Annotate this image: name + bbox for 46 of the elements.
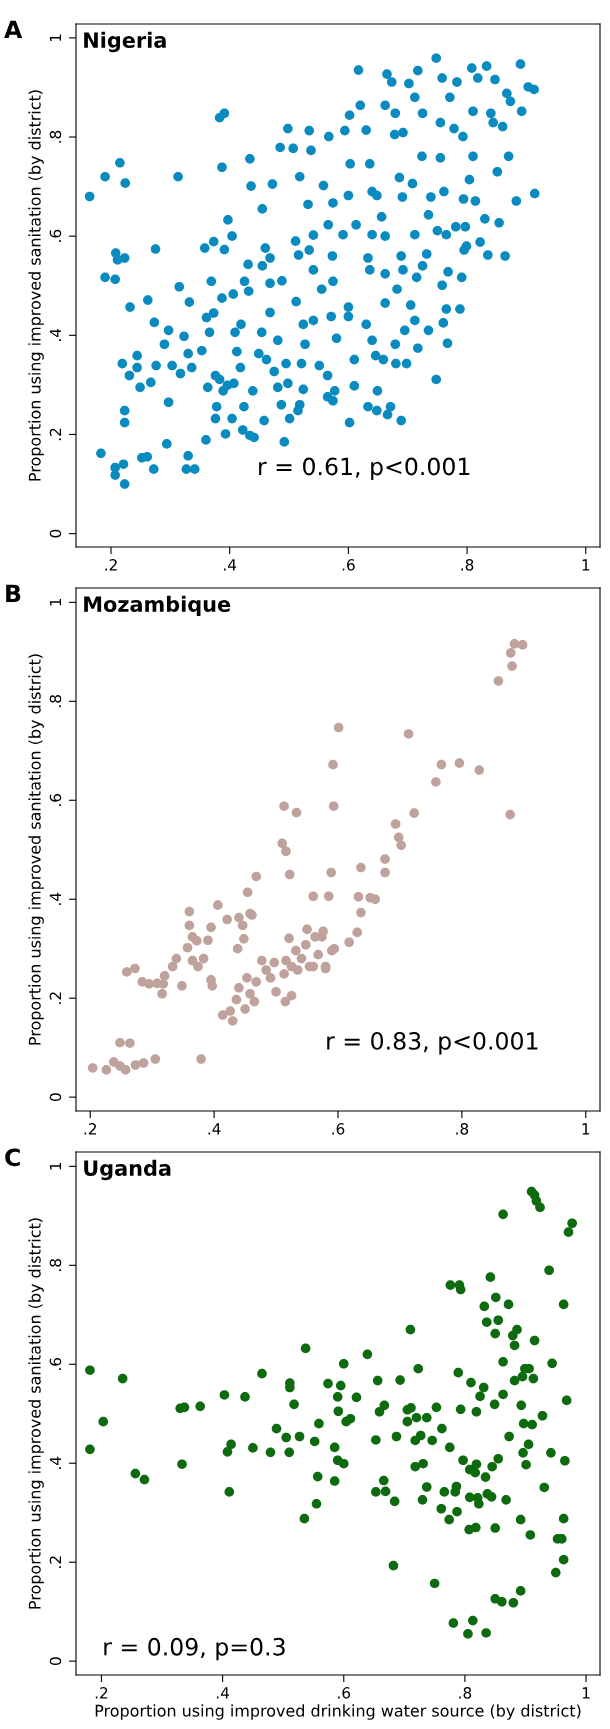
annotation: r = 0.09, p=0.3 (104, 1637, 285, 1661)
chart-title: Nigeria (84, 31, 166, 53)
y-tick-label: .6 (49, 793, 62, 806)
y-tick-label: 0 (49, 1657, 62, 1665)
y-tick-label: .6 (49, 1357, 62, 1370)
y-tick-label: .8 (49, 695, 62, 707)
x-tick-label: .8 (456, 1123, 469, 1135)
y-tick-label: .4 (49, 328, 62, 341)
y-tick-label: .8 (49, 1259, 62, 1271)
x-tick-label: .2 (105, 559, 117, 571)
x-tick-label: 1 (582, 1687, 590, 1699)
x-tick-label: 1 (582, 1123, 590, 1135)
x-axis-title: Proportion using improved drinking water source (by district) (95, 1704, 581, 1720)
y-tick-label: .8 (49, 130, 62, 143)
y-tick-label: 1 (49, 1162, 62, 1170)
y-tick-label: .4 (49, 1456, 62, 1469)
x-tick-label: 1 (582, 559, 590, 571)
y-tick-label: .2 (49, 992, 62, 1004)
y-tick-label: 0 (49, 1093, 62, 1101)
annotation: r = 0.61, p<0.001 (259, 457, 470, 480)
x-tick-label: .2 (84, 1123, 96, 1135)
text: C (5, 1148, 20, 1167)
x-tick-label: .8 (461, 559, 474, 571)
chart-title: Uganda (84, 1159, 171, 1181)
x-tick-label: .6 (342, 559, 355, 571)
x-tick-label: .6 (332, 1123, 345, 1135)
x-tick-label: .4 (208, 1123, 221, 1135)
x-tick-label: .8 (459, 1687, 472, 1699)
y-axis-title: Proportion using improved sanitation (by district) (28, 1218, 44, 1609)
y-tick-label: .2 (49, 428, 62, 441)
chart-title: Mozambique (84, 595, 231, 617)
y-axis-title: Proportion using improved sanitation (by district) (28, 654, 44, 1045)
y-tick-label: .6 (49, 229, 62, 242)
annotation: r = 0.83, p<0.001 (327, 1032, 538, 1055)
y-tick-label: 0 (49, 529, 62, 538)
x-tick-label: .2 (95, 1687, 108, 1699)
text: B (6, 584, 21, 602)
y-tick-label: .2 (49, 1556, 62, 1568)
y-tick-label: 1 (49, 34, 62, 42)
x-tick-label: .4 (224, 559, 237, 571)
text: A (4, 20, 23, 38)
y-tick-label: 1 (49, 598, 62, 606)
x-tick-label: .4 (216, 1687, 230, 1699)
x-tick-label: .6 (338, 1687, 351, 1699)
y-axis-title: Proportion using improved sanitation (by district) (28, 90, 44, 481)
y-tick-label: .4 (49, 892, 62, 905)
